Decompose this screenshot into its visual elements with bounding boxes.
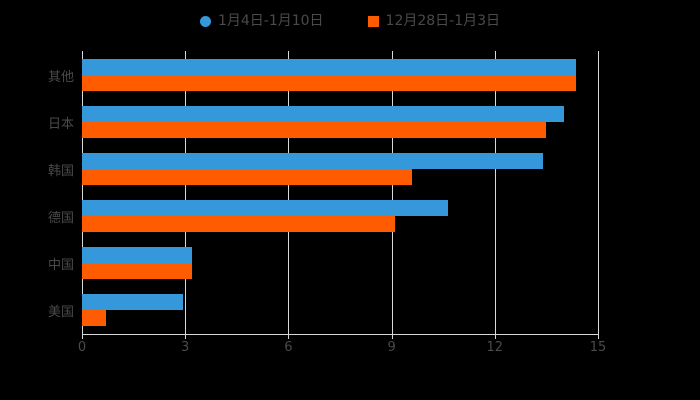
y-tick-label-日本: 日本 [47,116,74,132]
bar-日本-series-2[interactable] [82,121,547,138]
plot-area [82,51,599,334]
x-tick-label: 9 [387,340,396,355]
bar-中国-series-1[interactable] [82,247,193,264]
legend-item-series-2[interactable]: 12月28日-1月3日 [367,13,501,29]
legend-marker-square-icon [367,15,379,27]
x-tick-mark [391,334,393,339]
bar-美国-series-1[interactable] [82,294,184,311]
x-tick-label: 12 [486,340,504,355]
bar-其他-series-2[interactable] [82,74,576,91]
bar-美国-series-2[interactable] [82,310,107,327]
legend-item-series-1[interactable]: 1月4日-1月10日 [199,13,324,29]
y-axis-labels: 美国 中国 德国 韩国 日本 其他 [0,51,74,334]
y-tick-label-中国: 中国 [47,258,74,274]
y-tick-label-韩国: 韩国 [47,163,74,179]
gridline [185,51,187,334]
bar-德国-series-2[interactable] [82,216,396,233]
bar-德国-series-1[interactable] [82,200,449,217]
x-tick-label: 3 [181,340,190,355]
x-axis-line [82,334,599,335]
bar-日本-series-1[interactable] [82,105,564,122]
legend-label-series-2: 12月28日-1月3日 [385,13,501,29]
gridline [494,51,496,334]
gridline [82,51,83,334]
y-tick-label-德国: 德国 [47,211,74,227]
x-tick-label: 6 [284,340,293,355]
gridline [598,51,599,334]
bar-中国-series-2[interactable] [82,263,193,280]
bar-其他-series-1[interactable] [82,58,576,75]
x-tick-label: 15 [589,340,607,355]
legend-label-series-1: 1月4日-1月10日 [217,13,324,29]
x-tick-mark [82,334,83,339]
x-tick-mark [494,334,496,339]
gridline [288,51,290,334]
bar-韩国-series-1[interactable] [82,152,543,169]
bar-韩国-series-2[interactable] [82,168,413,185]
x-tick-mark [598,334,599,339]
x-tick-label: 0 [77,340,87,355]
x-tick-mark [288,334,290,339]
x-tick-mark [185,334,187,339]
y-tick-label-其他: 其他 [47,69,74,85]
chart-legend: 1月4日-1月10日 12月28日-1月3日 [0,8,700,34]
legend-marker-circle-icon [199,15,211,27]
gridline [391,51,393,334]
y-tick-label-美国: 美国 [47,305,74,321]
